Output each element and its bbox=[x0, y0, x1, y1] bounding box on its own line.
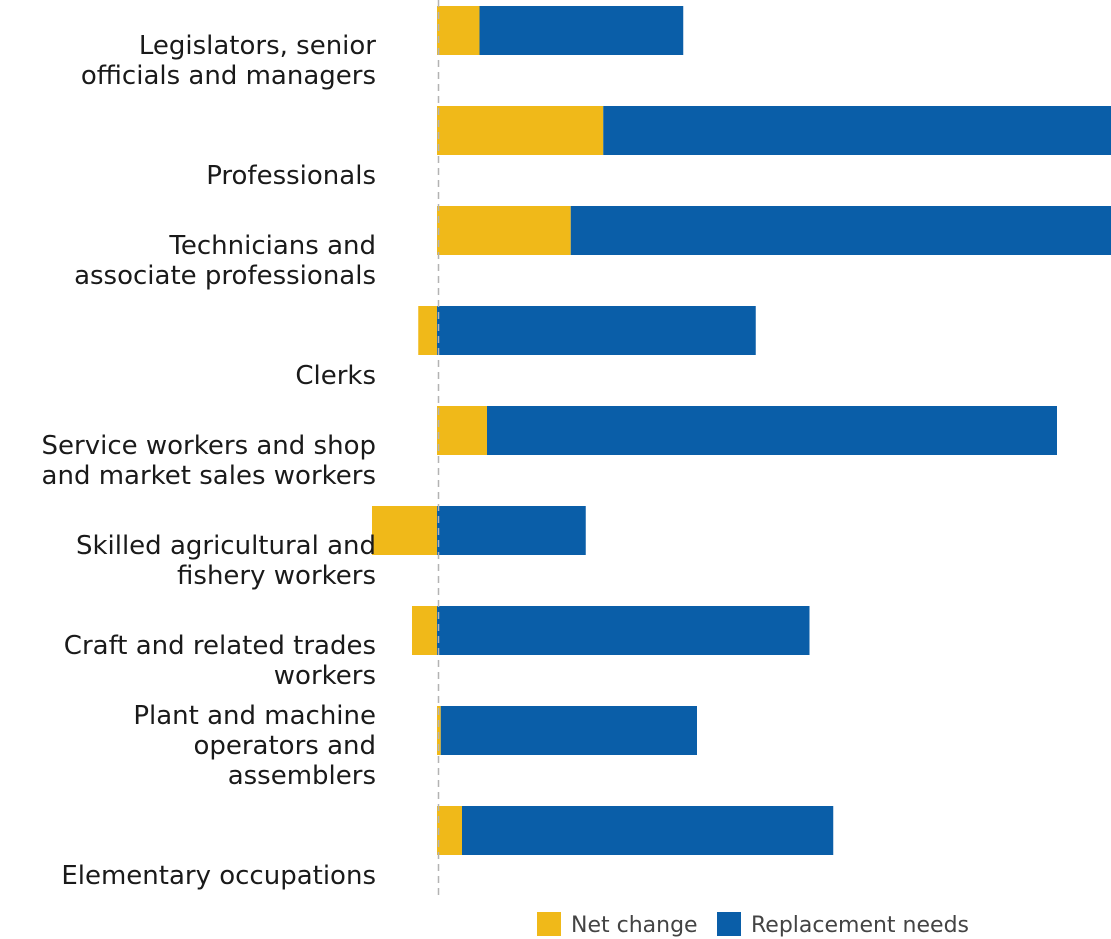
bar-replacement-needs bbox=[479, 6, 684, 55]
category-label-line: Craft and related trades bbox=[64, 631, 376, 661]
category-label-line: associate professionals bbox=[74, 261, 376, 291]
category-label-line: and market sales workers bbox=[42, 461, 376, 491]
category-label: Skilled agricultural and fishery workers bbox=[76, 531, 376, 591]
category-label-line: fishery workers bbox=[177, 561, 376, 591]
bar-replacement-needs bbox=[570, 206, 1111, 255]
category-label-line: Clerks bbox=[295, 361, 376, 391]
plot-area bbox=[372, 6, 1111, 855]
category-label-line: assemblers bbox=[228, 761, 376, 791]
category-label: Technicians and associate professionals bbox=[74, 231, 376, 291]
category-label: Craft and related trades workers bbox=[64, 631, 376, 691]
category-label-line: Service workers and shop bbox=[42, 431, 376, 461]
category-label: Legislators, senior officials and manager… bbox=[81, 31, 376, 91]
bar-net-change bbox=[372, 506, 437, 555]
legend-label-net-change: Net change bbox=[571, 913, 698, 938]
category-label-line: Professionals bbox=[206, 161, 376, 191]
bar-net-change bbox=[437, 106, 604, 155]
bar-net-change bbox=[437, 706, 441, 755]
bar-replacement-needs bbox=[437, 506, 586, 555]
category-label-line: Legislators, senior bbox=[139, 31, 376, 61]
category-label-line: workers bbox=[274, 661, 376, 691]
bar-replacement-needs bbox=[487, 406, 1057, 455]
category-label: Clerks bbox=[295, 361, 376, 391]
category-label-line: operators and bbox=[193, 731, 376, 761]
category-label: Professionals bbox=[206, 161, 376, 191]
category-label-line: Plant and machine bbox=[133, 701, 376, 731]
category-label-line: Elementary occupations bbox=[61, 861, 376, 891]
bar-replacement-needs bbox=[437, 606, 810, 655]
bar-replacement-needs bbox=[440, 706, 697, 755]
bar-net-change bbox=[412, 606, 437, 655]
category-label-line: Technicians and bbox=[168, 231, 376, 261]
legend-swatch-replacement-needs bbox=[717, 912, 741, 936]
category-label-line: officials and managers bbox=[81, 61, 376, 91]
category-label: Elementary occupations bbox=[61, 861, 376, 891]
bar-replacement-needs bbox=[603, 106, 1111, 155]
legend-label-replacement-needs: Replacement needs bbox=[751, 913, 969, 938]
bar-net-change bbox=[437, 206, 571, 255]
bar-net-change bbox=[418, 306, 437, 355]
category-labels: Legislators, senior officials and manager… bbox=[42, 31, 377, 891]
category-label: Plant and machine operators and assemblers bbox=[133, 701, 376, 791]
bar-net-change bbox=[437, 406, 487, 455]
bar-net-change bbox=[437, 6, 480, 55]
bar-net-change bbox=[437, 806, 462, 855]
category-label-line: Skilled agricultural and bbox=[76, 531, 376, 561]
legend-swatch-net-change bbox=[537, 912, 561, 936]
legend: Net change Replacement needs bbox=[537, 912, 969, 938]
bar-replacement-needs bbox=[437, 306, 756, 355]
category-label: Service workers and shop and market sales… bbox=[42, 431, 376, 491]
bar-replacement-needs bbox=[462, 806, 834, 855]
